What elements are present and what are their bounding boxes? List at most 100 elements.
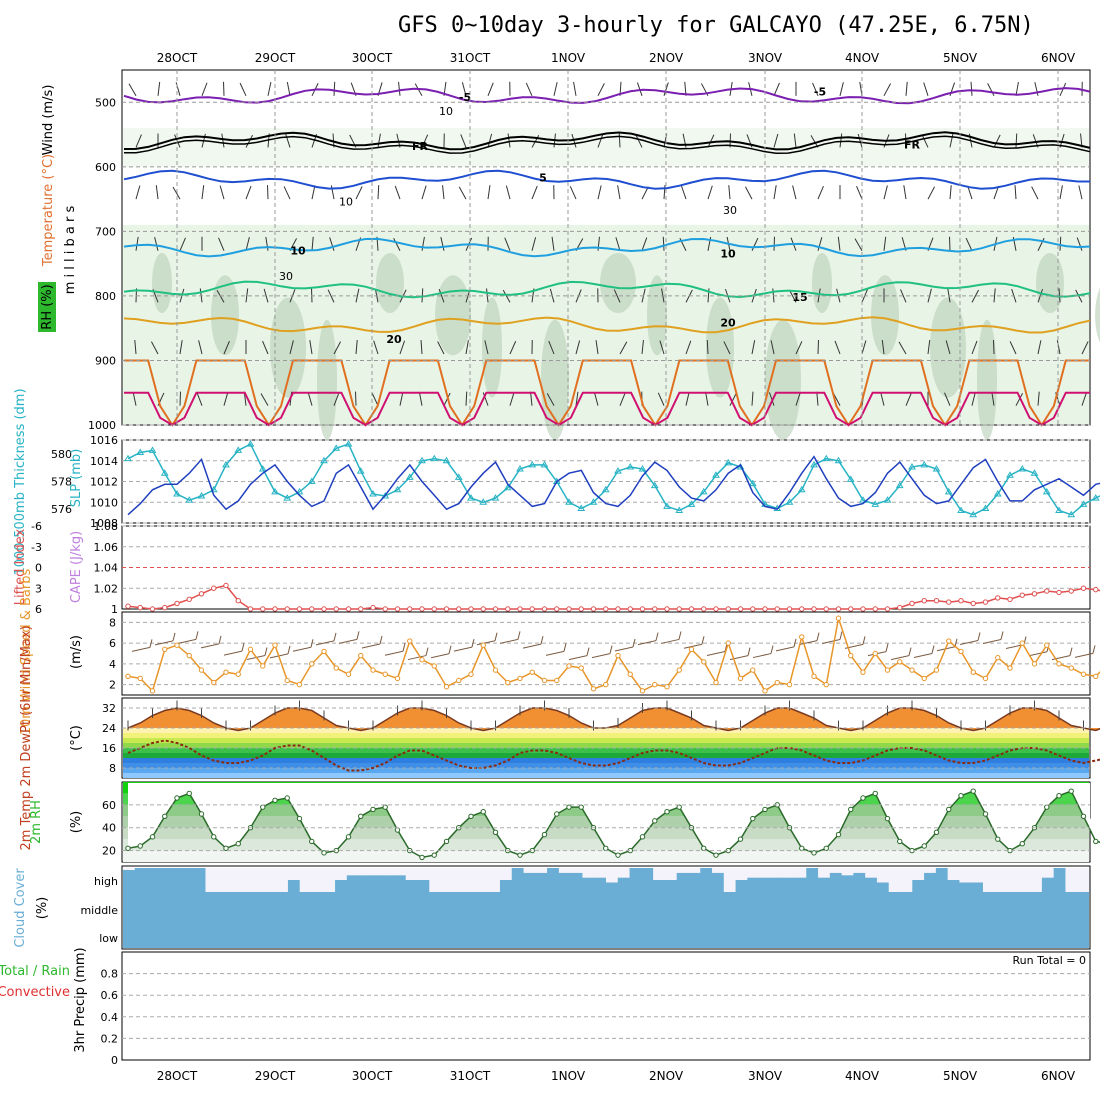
cloud-high-clear: [287, 868, 301, 880]
rh-point: [272, 797, 278, 803]
wind-barb: [1059, 82, 1067, 97]
cloud-high-clear: [876, 868, 890, 883]
rh-panel: 20 40 60 2m RH (%): [29, 781, 1100, 863]
temperature-band: [123, 763, 1089, 768]
rh-blob: [1036, 253, 1064, 313]
wind-point: [884, 667, 891, 673]
isotherm-label: 20: [720, 317, 736, 330]
rh-contour-label: 30: [279, 270, 293, 283]
wind-barb: [613, 289, 621, 303]
temperature-tick: 16: [102, 742, 116, 755]
cloud-high-clear: [865, 868, 878, 878]
rh-point: [443, 838, 450, 845]
wind-barb: [834, 340, 841, 355]
cloud-high-clear: [299, 868, 312, 892]
wind-barb: [707, 134, 715, 148]
wind-barb: [418, 391, 423, 406]
wind-point: [811, 673, 817, 680]
precip-frame: [121, 951, 1091, 1061]
slp-point: [503, 483, 512, 491]
cloud-high-clear: [252, 868, 265, 892]
slp-point: [222, 460, 230, 468]
cloud-high-bar: [629, 868, 642, 892]
lifted-point: [933, 598, 940, 604]
date-label-top: 6NOV: [1041, 51, 1076, 65]
cloud-high-bar: [676, 872, 689, 892]
rh-blob: [317, 319, 337, 440]
surface-wind-barb: [959, 640, 979, 646]
cape-tick: 1.06: [94, 541, 119, 554]
cloud-high-bar: [712, 872, 725, 892]
cloud-high-clear: [818, 868, 831, 878]
rh-point: [1056, 793, 1062, 799]
lifted-point: [688, 606, 695, 612]
wind-barb: [993, 288, 996, 303]
lifted-tick: 0: [35, 562, 42, 575]
wind-barb: [286, 81, 291, 96]
precip-ticks: 0 0.2 0.4 0.6 0.8: [101, 968, 119, 1067]
surface-wind-barb: [913, 652, 933, 658]
rh-point: [835, 831, 842, 838]
wind-barb: [573, 81, 577, 96]
wind-point: [1019, 640, 1025, 646]
wind-barb: [307, 392, 313, 406]
wind-barb: [1037, 391, 1040, 406]
slp-point: [957, 506, 965, 514]
wind-barb: [575, 340, 581, 355]
slp-point: [638, 465, 647, 472]
precip-grid: [122, 973, 1090, 1039]
rh-point: [762, 806, 768, 813]
wind-point: [762, 688, 768, 694]
wind-point: [492, 667, 499, 673]
surface-wind-barb-flag: [655, 632, 659, 641]
wind-point: [333, 665, 339, 671]
slp-point: [797, 485, 806, 493]
lifted-point: [737, 606, 744, 612]
surface-wind-barb-flag: [356, 631, 360, 640]
thickness-label: 1000-500mb Thickness (dm): [13, 388, 28, 575]
rh-point: [750, 815, 756, 822]
wind-point: [578, 665, 584, 671]
wind-barb: [283, 186, 291, 200]
wind-point: [394, 675, 401, 682]
slp-point: [565, 498, 573, 505]
lifted-point: [480, 606, 486, 612]
wind-barb: [155, 185, 159, 200]
wind-point: [603, 681, 609, 688]
cape-tick: 1.04: [94, 562, 119, 575]
lifted-point: [198, 591, 205, 597]
cloud-high-clear: [947, 868, 960, 880]
slp-point: [197, 492, 206, 499]
wind-barb: [883, 185, 888, 200]
isotherms: -5 -5 FR FR 5 10 10 15 20 20: [123, 86, 1091, 427]
lifted-tick: -6: [31, 520, 42, 533]
date-label-top: 1NOV: [551, 51, 586, 65]
cloud-high-clear: [653, 868, 666, 880]
wind-barb: [597, 83, 605, 97]
rh-mask: [128, 783, 1100, 858]
surface-wind-barb: [476, 640, 496, 646]
cloud-series: [123, 868, 1090, 948]
isotherm-label: 5: [539, 172, 547, 185]
rh-blob: [977, 319, 997, 440]
cloud-high-bar: [935, 868, 949, 892]
wind-barb: [817, 288, 821, 303]
date-label-bottom: 1NOV: [551, 1069, 586, 1083]
slp-point: [405, 473, 414, 480]
slp-tick: 1014: [90, 455, 118, 468]
wind-barb: [219, 185, 225, 200]
lifted-point: [652, 606, 658, 612]
wind-barb: [394, 185, 401, 200]
cloud-high-clear: [382, 868, 395, 876]
slp-point: [246, 440, 255, 447]
lifted-point: [982, 599, 989, 605]
lifted-point: [860, 606, 866, 612]
rh-point: [946, 806, 952, 813]
wind-barb: [421, 288, 424, 303]
lifted-point: [725, 606, 731, 612]
rh-blob: [871, 275, 899, 356]
rh-point: [566, 804, 572, 810]
surface-wind-barb: [660, 638, 680, 644]
rh-point: [198, 811, 205, 817]
surface-wind-barb: [982, 639, 1002, 645]
